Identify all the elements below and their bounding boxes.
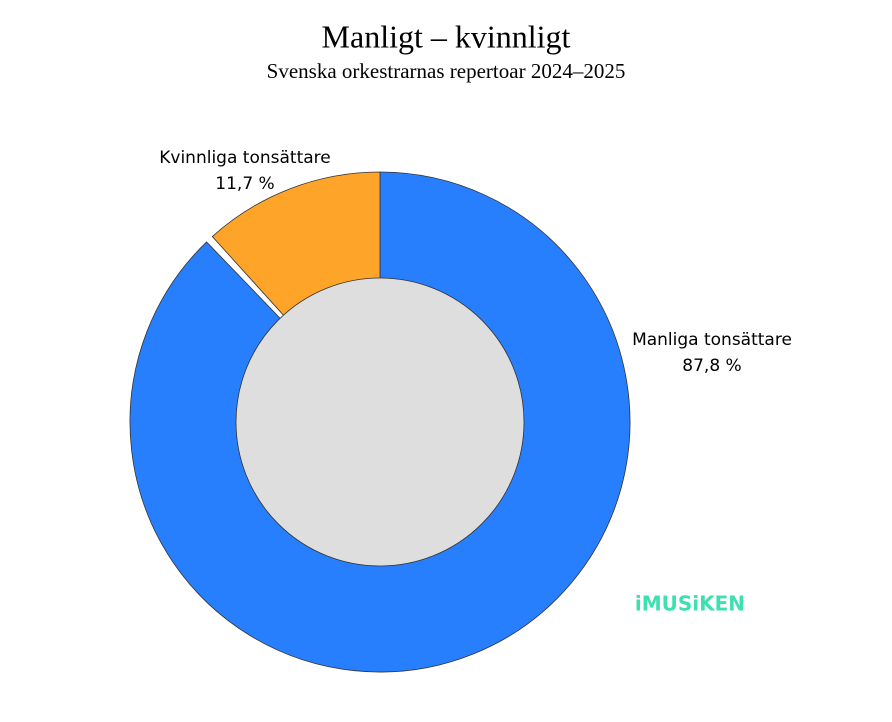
- watermark: iMUSiKEN: [635, 592, 745, 616]
- slice-label: Manliga tonsättare: [632, 330, 792, 350]
- chart-subtitle: Svenska orkestrarnas repertoar 2024–2025: [267, 59, 626, 83]
- chart-title: Manligt – kvinnligt: [322, 18, 571, 54]
- donut-hole: [235, 277, 525, 567]
- slice-label: Kvinnliga tonsättare: [159, 148, 330, 168]
- value-label: 87,8 %: [682, 356, 741, 376]
- value-label: 11,7 %: [215, 174, 274, 194]
